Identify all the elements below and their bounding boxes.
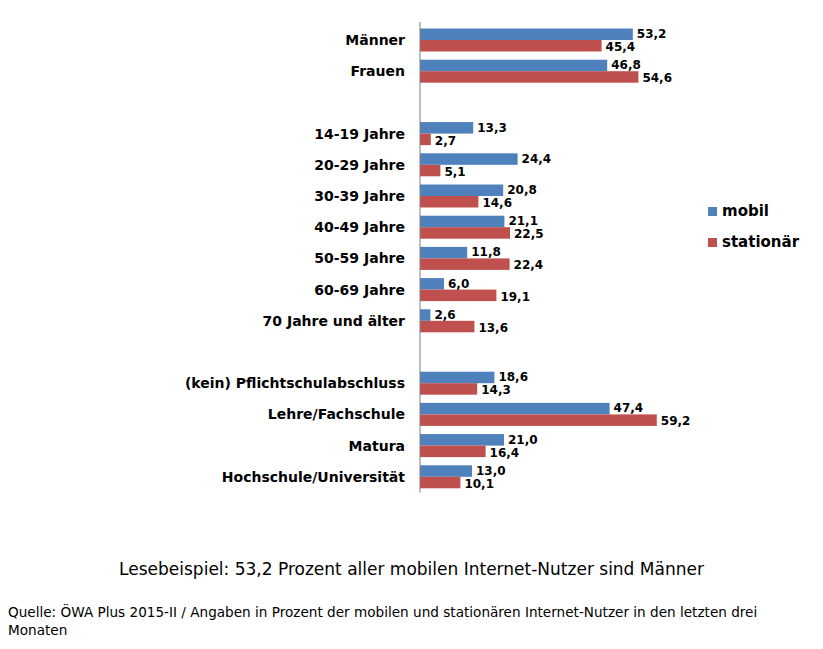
data-label: 14,6: [482, 196, 512, 210]
category-label: 30-39 Jahre: [314, 188, 405, 204]
legend-swatch: [708, 238, 717, 247]
bar: [420, 383, 477, 395]
bar: [420, 258, 510, 270]
bar: [420, 71, 638, 83]
bar: [420, 153, 518, 165]
data-label: 19,1: [500, 290, 530, 304]
bar: [420, 227, 510, 239]
bar: [420, 403, 610, 415]
data-label: 21,0: [508, 433, 538, 447]
bar: [420, 446, 486, 458]
category-label: Hochschule/Universität: [222, 469, 406, 485]
data-labels: 53,2 46,8 13,3 24,4 20,8 21,1 11,8 6,0 2,6 18,6 47…: [434, 27, 690, 491]
bars: [420, 29, 657, 489]
data-label: 22,5: [514, 227, 544, 241]
data-label: 20,8: [507, 183, 537, 197]
bar: [420, 414, 657, 426]
category-label: 14-19 Jahre: [314, 126, 405, 142]
data-label: 6,0: [448, 277, 469, 291]
data-label: 22,4: [514, 258, 544, 272]
data-label: 54,6: [642, 71, 672, 85]
bar: [420, 477, 460, 489]
bar: [420, 309, 430, 321]
data-label: 16,4: [490, 446, 520, 460]
data-label: 13,3: [477, 121, 507, 135]
bar: [420, 185, 503, 197]
chart: Männer Frauen 14-19 Jahre 20-29 Jahre 30-39 …: [0, 0, 823, 540]
legend-label: mobil: [722, 202, 769, 220]
data-label: 18,6: [498, 370, 528, 384]
category-labels: Männer Frauen 14-19 Jahre 20-29 Jahre 30-39 …: [185, 32, 405, 485]
bar: [420, 434, 504, 446]
bar: [420, 290, 496, 302]
data-label: 13,6: [478, 321, 508, 335]
data-label: 45,4: [606, 40, 636, 54]
category-label: Männer: [345, 32, 405, 48]
data-label: 5,1: [444, 165, 465, 179]
bar: [420, 165, 440, 177]
legend-swatch: [708, 207, 717, 216]
data-label: 13,0: [476, 464, 506, 478]
legend-label: stationär: [722, 233, 800, 251]
bar: [420, 134, 431, 146]
data-label: 46,8: [611, 58, 641, 72]
category-label: Lehre/Fachschule: [268, 406, 405, 422]
bar: [420, 465, 472, 477]
category-label: 40-49 Jahre: [314, 219, 405, 235]
data-label: 21,1: [508, 214, 538, 228]
axis-line: [420, 22, 421, 493]
data-label: 53,2: [637, 27, 667, 41]
category-label: (kein) Pflichtschulabschluss: [185, 375, 405, 391]
data-label: 2,6: [434, 308, 455, 322]
source-note: Quelle: ÖWA Plus 2015-II / Angaben in Pr…: [8, 603, 820, 639]
data-label: 24,4: [522, 152, 552, 166]
data-label: 10,1: [464, 477, 494, 491]
bar: [420, 247, 467, 259]
data-label: 11,8: [471, 245, 501, 259]
bar: [420, 122, 473, 134]
category-label: Frauen: [351, 63, 405, 79]
reading-example: Lesebeispiel: 53,2 Prozent aller mobilen…: [0, 559, 823, 579]
category-label: 70 Jahre und älter: [263, 313, 406, 329]
bar: [420, 196, 478, 208]
data-label: 47,4: [614, 401, 644, 415]
bar: [420, 321, 474, 333]
bar: [420, 278, 444, 290]
data-label: 14,3: [481, 383, 511, 397]
bar: [420, 40, 602, 52]
bar: [420, 60, 607, 71]
legend: mobil stationär: [708, 202, 800, 251]
data-label: 59,2: [661, 414, 691, 428]
bar: [420, 216, 504, 228]
data-label: 2,7: [435, 134, 456, 148]
bar: [420, 372, 494, 384]
bar: [420, 29, 633, 41]
category-label: 60-69 Jahre: [314, 282, 405, 298]
category-label: 50-59 Jahre: [314, 250, 405, 266]
category-label: Matura: [349, 438, 405, 454]
category-label: 20-29 Jahre: [314, 157, 405, 173]
